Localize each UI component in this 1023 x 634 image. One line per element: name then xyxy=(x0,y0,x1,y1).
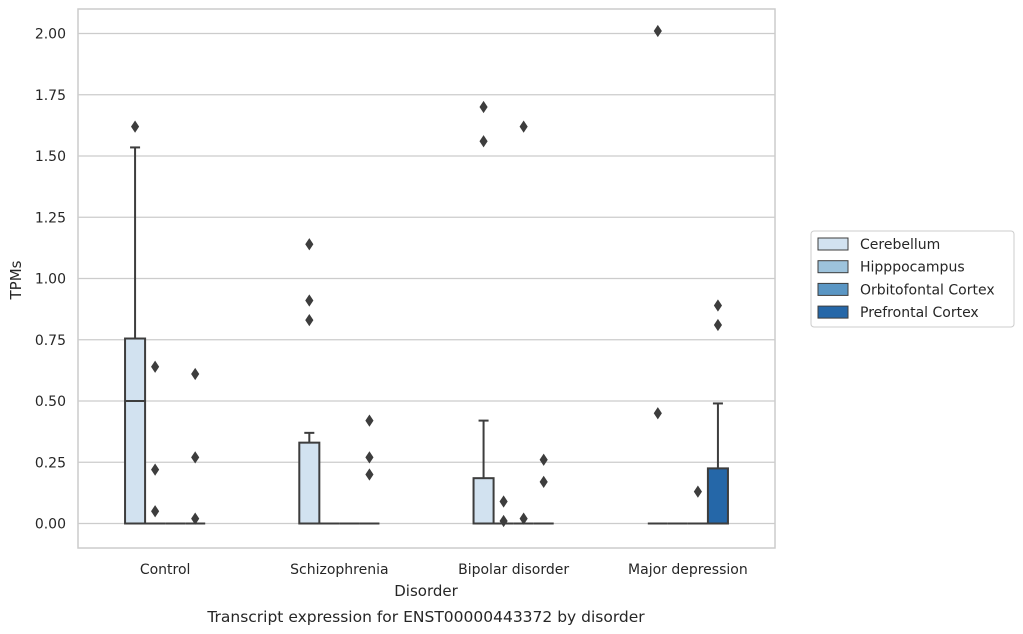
outlier-point xyxy=(191,451,200,464)
y-tick-label: 0.50 xyxy=(35,394,66,410)
outlier-point xyxy=(499,514,508,528)
outlier-point xyxy=(653,407,662,420)
y-tick-label: 0.00 xyxy=(35,517,66,533)
legend-item: Hipppocampus xyxy=(817,260,965,276)
box-cerebellum xyxy=(647,24,668,525)
outlier-point xyxy=(151,505,160,518)
box-cerebellum xyxy=(124,120,147,525)
y-tick-label: 0.25 xyxy=(35,455,66,471)
box-prefrontal-cortex xyxy=(185,367,206,525)
legend-label: Cerebellum xyxy=(860,237,940,253)
legend: Cerebellum Hipppocampus Orbitofontal Corte… xyxy=(810,230,1015,328)
box-iqr xyxy=(706,467,729,525)
box-prefrontal-cortex xyxy=(533,453,554,525)
y-tick-label: 1.75 xyxy=(35,88,66,104)
y-tick-label: 1.25 xyxy=(35,210,66,226)
outlier-point xyxy=(519,512,528,525)
box-cerebellum xyxy=(298,238,321,525)
y-tick-labels: 0.00 0.25 0.50 0.75 1.00 1.25 1.50 1.75 2.00 xyxy=(35,27,66,533)
y-tick-label: 0.75 xyxy=(35,333,66,349)
legend-frame xyxy=(810,230,1015,328)
x-tick-label: Bipolar disorder xyxy=(458,562,569,578)
legend-label: Orbitofontal Cortex xyxy=(860,282,995,298)
legend-item: Orbitofontal Cortex xyxy=(817,282,995,298)
legend-item: Cerebellum xyxy=(817,237,940,253)
box-orbitofontal-cortex xyxy=(513,120,534,525)
outlier-point xyxy=(653,24,662,38)
legend-swatch xyxy=(817,305,849,319)
x-axis-title: Disorder xyxy=(394,582,458,600)
outlier-point xyxy=(191,512,200,525)
outlier-point xyxy=(191,367,200,381)
x-tick-labels: Control Schizophrenia Bipolar disorder Majo… xyxy=(140,562,748,578)
x-tick-label: Schizophrenia xyxy=(290,562,388,578)
outlier-point xyxy=(713,318,723,332)
outlier-point xyxy=(365,451,374,464)
outlier-point xyxy=(305,238,314,251)
plot-area-frame xyxy=(77,8,776,549)
outlier-point xyxy=(479,135,488,148)
y-tick-label: 2.00 xyxy=(35,27,66,43)
box-iqr xyxy=(298,441,321,525)
box-iqr xyxy=(472,477,495,525)
outlier-point xyxy=(151,360,160,373)
box-groups xyxy=(124,24,729,528)
box-prefrontal-cortex xyxy=(706,299,729,525)
chart-caption: Transcript expression for ENST0000044337… xyxy=(206,608,645,626)
box-prefrontal-cortex xyxy=(359,414,380,525)
outlier-point xyxy=(479,100,488,114)
legend-item: Prefrontal Cortex xyxy=(817,305,979,321)
outlier-point xyxy=(365,414,374,427)
outlier-point xyxy=(519,120,528,133)
outlier-point xyxy=(130,120,140,133)
outlier-point xyxy=(539,475,548,488)
legend-label: Hipppocampus xyxy=(860,260,965,276)
box-hipppocampus xyxy=(493,495,514,528)
box-cerebellum xyxy=(472,100,495,525)
legend-swatch xyxy=(817,282,849,296)
y-axis-title: TPMs xyxy=(7,260,25,300)
outlier-point xyxy=(693,485,702,498)
x-tick-label: Major depression xyxy=(628,562,748,578)
box-orbitofontal-cortex xyxy=(687,485,708,525)
x-tick-label: Control xyxy=(140,562,191,578)
legend-swatch xyxy=(817,237,849,251)
box-hipppocampus xyxy=(145,360,166,525)
outlier-point xyxy=(539,453,548,466)
box-iqr xyxy=(124,337,147,525)
outlier-point xyxy=(365,468,374,481)
outlier-point xyxy=(499,495,508,508)
y-tick-label: 1.00 xyxy=(35,272,66,288)
outlier-point xyxy=(305,314,314,327)
legend-swatch xyxy=(817,260,849,274)
legend-label: Prefrontal Cortex xyxy=(860,305,979,321)
outlier-point xyxy=(151,463,160,476)
y-tick-label: 1.50 xyxy=(35,149,66,165)
outlier-point xyxy=(305,294,314,307)
grid-lines xyxy=(78,32,775,525)
outlier-point xyxy=(713,299,723,312)
